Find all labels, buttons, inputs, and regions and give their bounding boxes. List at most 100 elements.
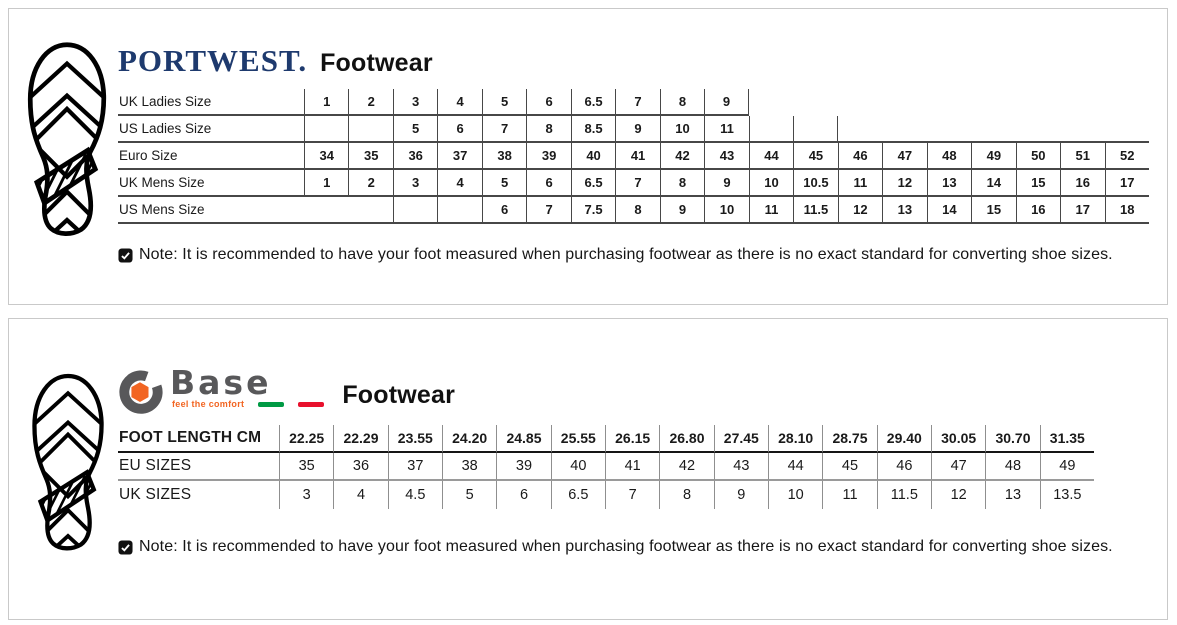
table-cell: 9: [615, 116, 660, 143]
table-cell: 13: [985, 481, 1039, 509]
table-cell: 5: [441, 481, 496, 509]
table-cell: 12: [882, 170, 927, 197]
empty-region: [1060, 89, 1104, 116]
table-cell: 9: [704, 170, 749, 197]
table-cell: 41: [604, 453, 660, 481]
table-cell: 2: [348, 170, 393, 197]
table-cell: 38: [481, 143, 527, 170]
table-cell: 4.5: [387, 481, 442, 509]
table-cell: 8: [526, 116, 571, 143]
table-cell: 4: [333, 481, 387, 509]
base-header: Base feel the comfort Footwear: [116, 365, 455, 415]
table-cell: 41: [615, 143, 660, 170]
row-label: US Ladies Size: [118, 116, 304, 143]
table-cell: 13.5: [1039, 481, 1094, 509]
table-cell: 28.75: [822, 425, 877, 453]
table-cell: 45: [793, 143, 838, 170]
table-cell: 25.55: [550, 425, 605, 453]
empty-region: [1016, 89, 1060, 116]
table-cell: 50: [1015, 143, 1061, 170]
table-cell: 35: [279, 453, 334, 481]
table-cell: 42: [659, 143, 705, 170]
table-cell: 11.5: [876, 481, 931, 509]
table-cell: 38: [441, 453, 497, 481]
table-cell: 47: [930, 453, 986, 481]
base-note: Note: It is recommended to have your foo…: [118, 538, 1113, 556]
table-cell: [392, 197, 438, 224]
table-cell: 13: [926, 170, 972, 197]
table-cell: 40: [550, 453, 605, 481]
table-cell: 14: [971, 170, 1016, 197]
empty-region: [927, 89, 971, 116]
table-cell: 5: [392, 116, 438, 143]
table-cell: 17: [1060, 197, 1105, 224]
empty-region: [749, 89, 793, 116]
table-cell: 6: [437, 116, 482, 143]
table-cell: 18: [1104, 197, 1149, 224]
row-label: US Mens Size: [118, 197, 304, 224]
base-panel: Base feel the comfort Footwear FOOT LENG…: [8, 318, 1168, 620]
table-cell: 9: [659, 197, 705, 224]
table-cell: 8.5: [570, 116, 616, 143]
table-cell: 11.5: [793, 197, 838, 224]
base-size-table: FOOT LENGTH CM 22.25 22.29 23.55 24.20 24.85 2…: [118, 425, 1094, 509]
table-cell: 6.5: [570, 170, 616, 197]
table-cell: 36: [392, 143, 438, 170]
empty-region: [348, 197, 393, 224]
table-cell: 10: [748, 170, 794, 197]
table-cell: 44: [767, 453, 823, 481]
row-label: Euro Size: [118, 143, 304, 170]
table-cell: 27.45: [713, 425, 768, 453]
table-cell: 9: [704, 89, 749, 116]
portwest-panel: PORTWEST. Footwear UK Ladies Size 1 2 3 4 5 6 6…: [8, 8, 1168, 305]
table-cell: 6.5: [550, 481, 605, 509]
row-label: UK SIZES: [119, 486, 192, 503]
table-cell: 16: [1060, 170, 1105, 197]
table-cell: 7: [604, 481, 659, 509]
table-cell: 43: [704, 143, 749, 170]
table-cell: 29.40: [876, 425, 931, 453]
base-footwear-title: Footwear: [342, 381, 456, 409]
table-cell: 46: [837, 143, 883, 170]
table-cell: 10: [767, 481, 822, 509]
table-cell: 7: [481, 116, 527, 143]
table-cell: 1: [304, 170, 349, 197]
table-cell: 48: [985, 453, 1040, 481]
table-cell: 8: [659, 170, 705, 197]
note-text: Note: It is recommended to have your foo…: [139, 246, 1113, 263]
table-cell: 49: [1039, 453, 1094, 481]
row-label: UK Mens Size: [118, 170, 304, 197]
empty-region: [971, 89, 1015, 116]
table-cell: 14: [926, 197, 972, 224]
row-label: EU SIZES: [118, 453, 279, 481]
table-cell: 12: [837, 197, 883, 224]
empty-region: [1060, 116, 1105, 143]
green-flag-bar: [258, 401, 285, 407]
table-cell: 4: [437, 170, 482, 197]
table-cell: 6: [481, 197, 527, 224]
table-cell: 2: [348, 89, 393, 116]
portwest-footwear-title: Footwear: [320, 49, 433, 77]
table-cell: 30.05: [930, 425, 986, 453]
table-cell: 7: [526, 197, 571, 224]
table-cell: 6: [496, 481, 550, 509]
note-text: Note: It is recommended to have your foo…: [139, 538, 1113, 555]
base-tagline-row: feel the comfort: [172, 399, 325, 409]
table-cell: 4: [437, 89, 482, 116]
table-cell: 15: [971, 197, 1016, 224]
table-cell: 39: [526, 143, 571, 170]
empty-region: [882, 116, 927, 143]
table-cell: 3: [279, 481, 333, 509]
table-cell: 30.70: [985, 425, 1040, 453]
base-wordmark-block: Base feel the comfort: [170, 365, 325, 409]
table-cell: 3: [392, 89, 438, 116]
base-tagline: feel the comfort: [172, 399, 245, 409]
table-cell: 3: [392, 170, 438, 197]
table-cell: 16: [1015, 197, 1061, 224]
empty-region: [971, 116, 1016, 143]
empty-region: [1105, 89, 1149, 116]
table-cell: 13: [882, 197, 927, 224]
table-cell: 6: [526, 89, 571, 116]
boot-sole-print-icon: [27, 42, 107, 236]
